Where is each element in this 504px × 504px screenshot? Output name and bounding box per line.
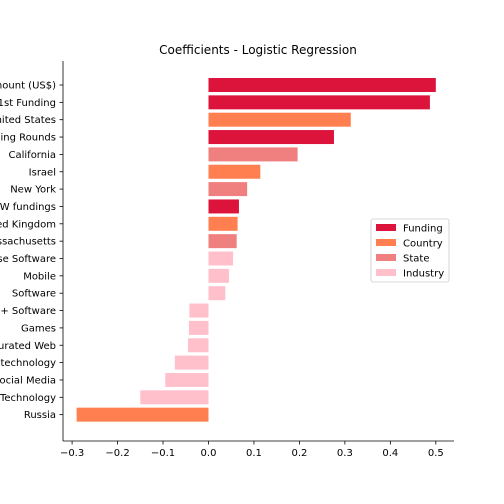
bar-17: [165, 372, 209, 387]
bar-2: [208, 112, 351, 127]
bar-3: [208, 130, 334, 145]
chart-title: Coefficients - Logistic Regression: [159, 43, 357, 57]
bar-9: [208, 234, 237, 249]
bar-11: [208, 268, 229, 283]
y-tick-label: 1st Funding: [0, 98, 56, 109]
legend-swatch-state: [376, 254, 396, 261]
bar-13: [189, 303, 209, 318]
x-tick-label: 0.5: [428, 448, 444, 459]
x-tick-label: −0.2: [105, 448, 129, 459]
legend: Funding Country State Industry: [370, 218, 450, 283]
y-tick-label: Mobile: [23, 271, 56, 282]
y-tick-label: urated Web: [0, 341, 56, 352]
bar-14: [188, 320, 209, 335]
bar-7: [208, 199, 239, 214]
bar-4: [208, 147, 298, 162]
x-tick-label: 0.0: [201, 448, 217, 459]
legend-swatch-industry: [376, 269, 396, 276]
legend-frame: [370, 218, 450, 283]
y-tick-label: Software: [12, 289, 56, 300]
y-tick-label: se Software: [0, 254, 56, 265]
y-tick-label: + Software: [0, 306, 56, 317]
y-tick-label: ing Rounds: [1, 133, 57, 144]
legend-swatch-funding: [376, 224, 396, 231]
x-tick-label: −0.1: [151, 448, 175, 459]
y-tick-label: nited States: [0, 115, 56, 126]
y-axis-labels: mount (US$) 1st Funding nited States ing Ro…: [0, 81, 63, 421]
y-tick-label: Israel: [29, 167, 56, 178]
bar-8: [208, 216, 238, 231]
bar-15: [188, 338, 209, 353]
bar-10: [208, 251, 234, 266]
bar-0: [208, 78, 436, 92]
bar-18: [140, 390, 209, 405]
x-tick-label: −0.3: [60, 448, 84, 459]
x-axis-ticks: −0.3 −0.2 −0.1 0.0 0.1 0.2 0.3 0.4 0.5: [60, 441, 444, 459]
legend-label-industry: Industry: [403, 269, 444, 280]
y-tick-label: Games: [21, 323, 56, 334]
bar-16: [174, 355, 209, 370]
x-tick-label: 0.2: [291, 448, 307, 459]
bar-6: [208, 182, 248, 197]
bar-1: [208, 95, 430, 110]
y-tick-label: Technology: [0, 393, 56, 404]
y-tick-label: technology: [0, 358, 56, 369]
y-tick-label: California: [9, 150, 57, 161]
y-tick-label: New York: [10, 185, 56, 196]
legend-swatch-country: [376, 239, 396, 246]
legend-label-country: Country: [403, 239, 443, 250]
y-tick-label: ssachusetts: [0, 237, 56, 248]
legend-label-state: State: [403, 254, 429, 265]
y-tick-label: ocial Media: [0, 375, 56, 386]
x-tick-label: 0.4: [382, 448, 398, 459]
x-tick-label: 0.1: [246, 448, 262, 459]
y-tick-label: ed Kingdom: [0, 219, 56, 230]
bar-19: [76, 407, 209, 422]
y-tick-label: W fundings: [0, 202, 56, 213]
bars-group: [76, 78, 436, 422]
bar-12: [208, 286, 226, 301]
x-tick-label: 0.3: [337, 448, 353, 459]
bar-5: [208, 164, 261, 179]
y-tick-label: Russia: [24, 410, 56, 421]
y-tick-label: mount (US$): [0, 81, 56, 92]
legend-label-funding: Funding: [403, 224, 443, 235]
